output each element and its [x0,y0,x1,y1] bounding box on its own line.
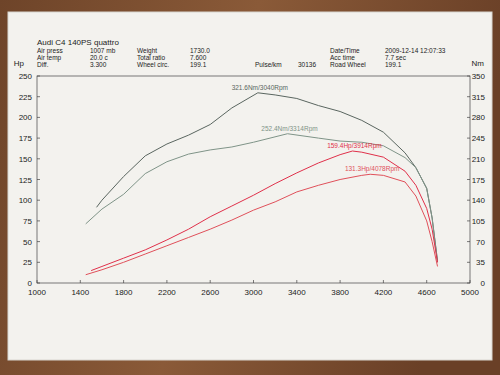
y2-tick-label: 350 [472,72,486,81]
x-tick-label: 1000 [28,288,46,297]
x-tick-label: 4200 [375,288,393,297]
info-value: 1007 mb [90,47,116,54]
y2-tick-label: 140 [472,196,486,205]
x-tick [470,280,471,283]
series-labels: 321.6Nm/3040Rpm 252.4Nm/3314Rpm 159.4Hp/39… [232,84,400,173]
x-tick-label: 2200 [158,288,176,297]
y2-tick [467,96,470,97]
series-label: 131.3Hp/4078Rpm [345,165,400,173]
y-tick-label: 25 [23,258,32,267]
x-tick [383,280,384,283]
x-tick-label: 3400 [288,288,306,297]
y-tick-label: 175 [19,134,33,143]
y2-tick [467,158,470,159]
info-value: 199.1 [190,61,207,68]
info-value: 7.7 sec [385,54,407,61]
y2-tick-label: 105 [472,217,486,226]
paper [8,12,492,360]
series-label: 159.4Hp/3914Rpm [327,142,382,150]
title: Audi C4 140PS quattro [37,38,119,47]
y-tick-label: 250 [19,72,33,81]
y-tick-label: 225 [19,93,33,102]
y-axis-label: Hp [14,59,25,68]
series-line [86,174,438,274]
y2-tick [467,283,470,284]
y2-tick [467,241,470,242]
x-tick [340,280,341,283]
y-tick [37,179,40,180]
y-tick-label: 75 [23,217,32,226]
x-tick [166,280,167,283]
y-tick-label: 100 [19,196,33,205]
y-tick [37,138,40,139]
background [0,0,500,375]
x-tick-label: 3800 [331,288,349,297]
y-tick-label: 125 [19,176,33,185]
info-value: 7.600 [190,54,207,61]
y-tick [37,220,40,221]
x-tick-label: 4600 [418,288,436,297]
x-tick [426,280,427,283]
info-value: 199.1 [385,61,402,68]
y-tick [37,200,40,201]
series-line [91,151,437,271]
y-tick [37,283,40,284]
y2-tick [467,138,470,139]
info-value: 30136 [298,61,316,68]
plot-lines [86,93,438,275]
x-tick-label: 3000 [245,288,263,297]
info-label: Pulse/km [255,61,282,68]
y2-tick [467,220,470,221]
info-value: 1730.0 [190,47,210,54]
info-value: 20.0 c [90,54,108,61]
info-label: Date/Time [330,47,360,54]
x-tick [37,280,38,283]
y2-tick [467,117,470,118]
y2-tick-label: 210 [472,155,486,164]
x-tick-label: 2600 [201,288,219,297]
info-label: Total ratio [137,54,166,61]
info-value: 2009-12-14 12:07:33 [385,47,446,54]
y2-tick-label: 0 [481,279,486,288]
series-label: 321.6Nm/3040Rpm [232,84,288,92]
info-value: 3.300 [90,61,107,68]
x-tick-label: 5000 [461,288,479,297]
y-tick [37,76,40,77]
x-tick-label: 1400 [71,288,89,297]
series-label: 252.4Nm/3314Rpm [261,125,317,133]
y2-tick-label: 280 [472,113,486,122]
y-tick-label: 0 [28,279,33,288]
y2-tick [467,179,470,180]
x-tick [80,280,81,283]
y2-tick-label: 315 [472,93,486,102]
y2-tick-label: 70 [476,238,485,247]
x-tick [253,280,254,283]
y2-tick [467,262,470,263]
y-tick [37,96,40,97]
info-label: Wheel circ. [137,61,169,68]
y2-axis-label: Nm [472,59,485,68]
x-tick-label: 1800 [115,288,133,297]
y-tick-label: 200 [19,113,33,122]
y2-tick [467,76,470,77]
y2-tick-label: 175 [472,176,486,185]
chart: Audi C4 140PS quattroAir press1007 mbWei… [0,0,500,375]
info-label: Acc time [330,54,355,61]
y-tick-label: 50 [23,238,32,247]
info-label: Diff. [37,61,49,68]
series-line [86,134,438,263]
y-tick [37,158,40,159]
x-tick [210,280,211,283]
info-label: Road Wheel [330,61,366,68]
x-tick [123,280,124,283]
y-tick [37,262,40,263]
y-tick [37,241,40,242]
y2-tick-label: 35 [476,258,485,267]
y-tick-label: 150 [19,155,33,164]
y2-tick [467,200,470,201]
plot-frame [37,76,470,283]
y-tick [37,117,40,118]
y2-tick-label: 245 [472,134,486,143]
x-tick [296,280,297,283]
